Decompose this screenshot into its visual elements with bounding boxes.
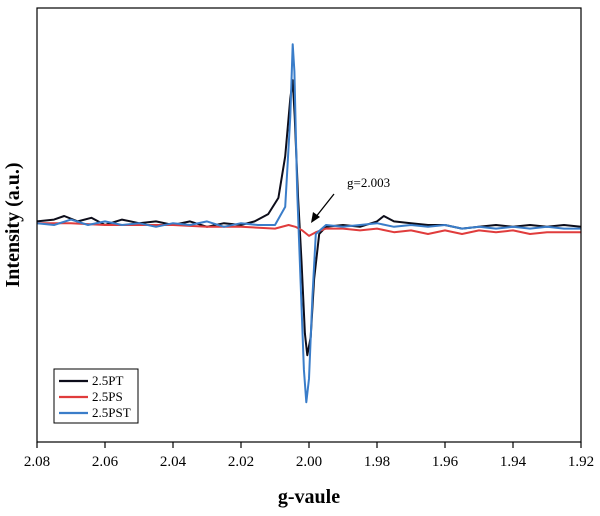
plot-lines bbox=[36, 43, 582, 404]
series-line-2.5pst bbox=[36, 43, 581, 404]
annotation-arrow-head bbox=[311, 212, 320, 223]
x-ticks: 2.08 2.06 2.04 2.02 2.00 1.98 1.96 1.94 1.92 bbox=[24, 442, 594, 470]
x-tick-label: 2.00 bbox=[296, 454, 322, 470]
y-axis-title: Intensity (a.u.) bbox=[2, 162, 24, 287]
x-tick-label: 1.96 bbox=[432, 454, 459, 470]
g-value-annotation: g=2.003 bbox=[311, 175, 390, 223]
x-tick-label: 1.92 bbox=[568, 454, 594, 470]
annotation-arrow-shaft bbox=[314, 193, 335, 219]
x-tick-label: 2.08 bbox=[24, 454, 50, 470]
x-tick-label: 1.94 bbox=[500, 454, 527, 470]
series-line-2.5ps bbox=[37, 222, 581, 237]
x-tick-label: 2.06 bbox=[92, 454, 119, 470]
annotation-text: g=2.003 bbox=[347, 175, 390, 190]
x-axis-title: g-vaule bbox=[278, 486, 340, 508]
x-tick-label: 2.02 bbox=[228, 454, 254, 470]
legend-label-2.5ps: 2.5PS bbox=[92, 389, 123, 404]
legend-label-2.5pst: 2.5PST bbox=[92, 405, 131, 420]
legend-label-2.5pt: 2.5PT bbox=[92, 373, 123, 388]
x-tick-label: 2.04 bbox=[160, 454, 187, 470]
x-tick-label: 1.98 bbox=[364, 454, 390, 470]
